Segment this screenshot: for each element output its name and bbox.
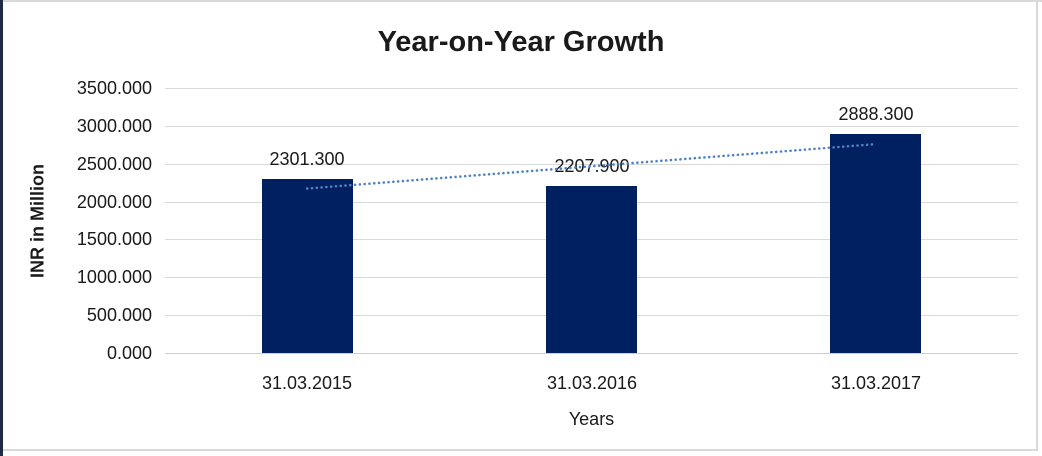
x-axis-title: Years <box>568 409 615 429</box>
data-label: 2301.300 <box>269 149 345 169</box>
data-label: 2888.300 <box>838 104 914 124</box>
chart-title: Year-on-Year Growth <box>377 26 665 58</box>
x-tick-label: 31.03.2016 <box>546 373 638 393</box>
y-tick-label: 3500.000 <box>76 78 152 98</box>
frame-border-right <box>1036 0 1038 451</box>
x-axis-line <box>165 353 1018 354</box>
y-tick-label: 2000.000 <box>76 192 152 212</box>
y-tick-label: 0.000 <box>106 343 152 363</box>
y-tick-label: 1000.000 <box>76 267 152 287</box>
y-tick-label: 3000.000 <box>76 116 152 136</box>
x-tick-label: 31.03.2015 <box>261 373 353 393</box>
frame-border-left <box>0 0 3 456</box>
gridline <box>165 88 1018 89</box>
y-tick-label: 500.000 <box>86 305 152 325</box>
frame-border-top <box>0 0 1042 2</box>
y-tick-label: 1500.000 <box>76 229 152 249</box>
data-label: 2207.900 <box>554 156 630 176</box>
y-tick-label: 2500.000 <box>76 154 152 174</box>
bar <box>830 134 921 353</box>
frame-border-bottom <box>0 449 1038 451</box>
gridline <box>165 126 1018 127</box>
x-tick-label: 31.03.2017 <box>830 373 922 393</box>
bar <box>262 179 353 353</box>
gridline <box>165 164 1018 165</box>
bar <box>546 186 637 353</box>
